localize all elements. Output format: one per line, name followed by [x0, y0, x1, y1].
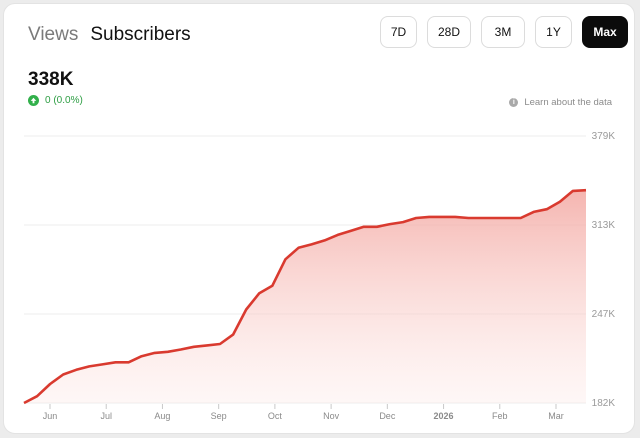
change-text: 0 (0.0%) — [45, 95, 83, 106]
x-tick-label: Sep — [211, 411, 227, 421]
tab-subscribers[interactable]: Subscribers — [90, 24, 191, 45]
metric-tabs: Views Subscribers — [28, 24, 191, 46]
arrow-up-icon — [28, 95, 39, 106]
info-icon: i — [509, 98, 519, 107]
range-1y-button[interactable]: 1Y — [535, 16, 572, 48]
chart-area-fill — [24, 190, 586, 403]
subscribers-chart: 379K 313K 247K 182K Jun Jul Aug Sep Oct Nov Dec 20… — [23, 131, 616, 421]
range-max-button[interactable]: Max — [582, 16, 628, 48]
subscriber-count: 338K — [28, 69, 74, 90]
tab-views[interactable]: Views — [28, 24, 79, 45]
y-tick-label: 247K — [592, 309, 616, 320]
x-tick-label: Oct — [268, 411, 283, 421]
range-3m-button[interactable]: 3M — [481, 16, 525, 48]
subscribers-card: Views Subscribers 7D 28D 3M 1Y Max 338K … — [3, 3, 635, 434]
x-tick-label: Mar — [548, 411, 564, 421]
y-tick-label: 182K — [592, 398, 616, 409]
chart-series-line — [23, 188, 587, 405]
x-tick-label: Nov — [323, 411, 340, 421]
x-tick-label: Jun — [43, 411, 58, 421]
x-tick-label: Feb — [492, 411, 508, 421]
learn-about-data-label: Learn about the data — [524, 97, 612, 108]
range-28d-button[interactable]: 28D — [427, 16, 471, 48]
x-tick-label: 2026 — [434, 411, 454, 421]
x-tick-label: Aug — [154, 411, 170, 421]
y-tick-label: 379K — [592, 131, 616, 142]
y-tick-label: 313K — [592, 220, 616, 231]
learn-about-data-link[interactable]: i Learn about the data — [509, 97, 612, 108]
time-range-selector: 7D 28D 3M 1Y Max — [380, 16, 628, 48]
x-tick-label: Dec — [379, 411, 396, 421]
x-tick-label: Jul — [100, 411, 112, 421]
range-7d-button[interactable]: 7D — [380, 16, 417, 48]
subscriber-change: 0 (0.0%) — [28, 95, 83, 106]
